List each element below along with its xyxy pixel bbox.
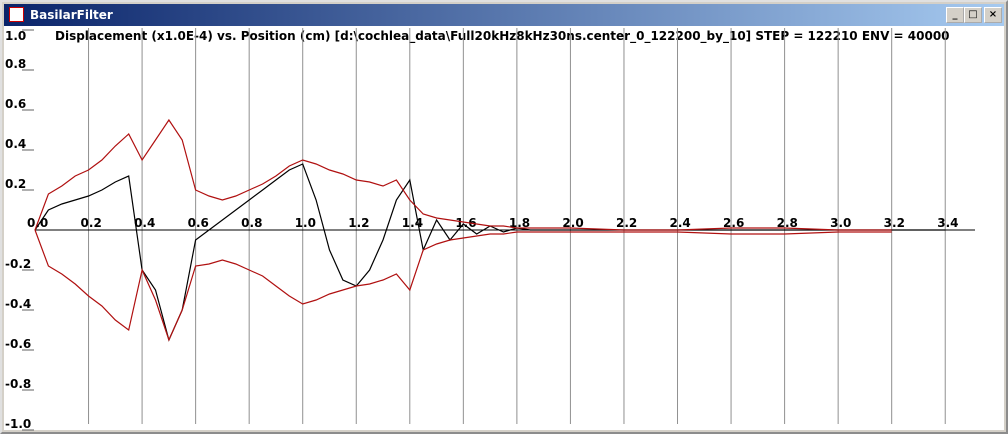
title-bar: BasilarFilter _ □ × [4, 4, 1004, 26]
y-tick-label: -0.8 [5, 377, 31, 391]
x-tick-label: 0.8 [241, 216, 262, 230]
series-line [34, 118, 892, 231]
x-tick-label: 1.8 [509, 216, 530, 230]
series-line [34, 229, 892, 342]
x-tick-label: 0.4 [134, 216, 155, 230]
y-tick-label: -1.0 [5, 417, 31, 431]
series-line [34, 163, 946, 342]
y-tick-label: -0.6 [5, 337, 31, 351]
x-tick-label: 0.6 [188, 216, 209, 230]
y-tick-label: 0.4 [5, 137, 26, 151]
x-tick-label: 1.0 [295, 216, 316, 230]
x-tick-label: 2.2 [616, 216, 637, 230]
x-tick-label: 0.2 [81, 216, 102, 230]
maximize-button[interactable]: □ [964, 7, 982, 23]
y-tick-label: -0.2 [5, 257, 31, 271]
close-button[interactable]: × [984, 7, 1002, 23]
x-tick-label: 1.4 [402, 216, 423, 230]
x-tick-label: 2.4 [670, 216, 691, 230]
y-tick-label: 1.0 [5, 29, 26, 43]
y-tick-label: 0.8 [5, 57, 26, 71]
minimize-button[interactable]: _ [946, 7, 964, 23]
x-tick-label: 2.8 [777, 216, 798, 230]
x-tick-label: 3.4 [937, 216, 958, 230]
window-title: BasilarFilter [30, 8, 113, 22]
x-tick-label: 1.2 [348, 216, 369, 230]
x-tick-label: 3.2 [884, 216, 905, 230]
x-tick-label: 2.6 [723, 216, 744, 230]
app-icon [9, 7, 24, 22]
y-tick-label: -0.4 [5, 297, 31, 311]
x-tick-label: 3.0 [830, 216, 851, 230]
y-tick-label: 0.6 [5, 97, 26, 111]
plot-background [4, 26, 1004, 430]
x-tick-label: 2.0 [562, 216, 583, 230]
y-tick-label: 0.2 [5, 177, 26, 191]
chart-title: Displacement (x1.0E-4) vs. Position (cm)… [55, 29, 950, 44]
